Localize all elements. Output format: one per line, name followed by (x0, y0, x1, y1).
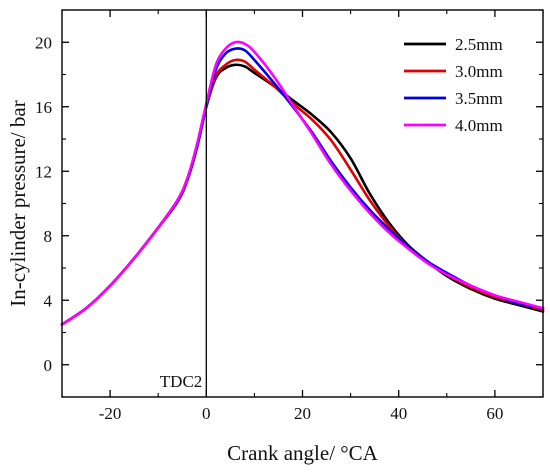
legend-label-3.5mm: 3.5mm (455, 89, 503, 108)
legend-label-4.0mm: 4.0mm (455, 116, 503, 135)
x-tick-label: 0 (202, 404, 211, 423)
legend-label-3.0mm: 3.0mm (455, 62, 503, 81)
y-tick-label: 16 (35, 98, 52, 117)
series-layer (60, 40, 545, 326)
x-tick-label: 40 (390, 404, 407, 423)
y-axis-title: In-cylinder pressure/ bar (6, 100, 30, 306)
y-tick-label: 4 (44, 291, 53, 310)
x-axis-title: Crank angle/ °CA (227, 441, 379, 465)
x-tick-label: 60 (486, 404, 503, 423)
tdc-annotation: TDC2 (160, 372, 203, 391)
y-tick-label: 8 (44, 227, 53, 246)
x-tick-label: -20 (99, 404, 122, 423)
y-tick-label: 0 (44, 356, 53, 375)
series-line-4.0mm (60, 40, 545, 326)
y-tick-label: 20 (35, 33, 52, 52)
legend-label-2.5mm: 2.5mm (455, 35, 503, 54)
ticks-layer: -20 0 20 40 60 0 4 8 12 16 20 (35, 9, 544, 423)
x-tick-label: 20 (294, 404, 311, 423)
legend: 2.5mm 3.0mm 3.5mm 4.0mm (404, 35, 503, 135)
y-tick-label: 12 (35, 162, 52, 181)
